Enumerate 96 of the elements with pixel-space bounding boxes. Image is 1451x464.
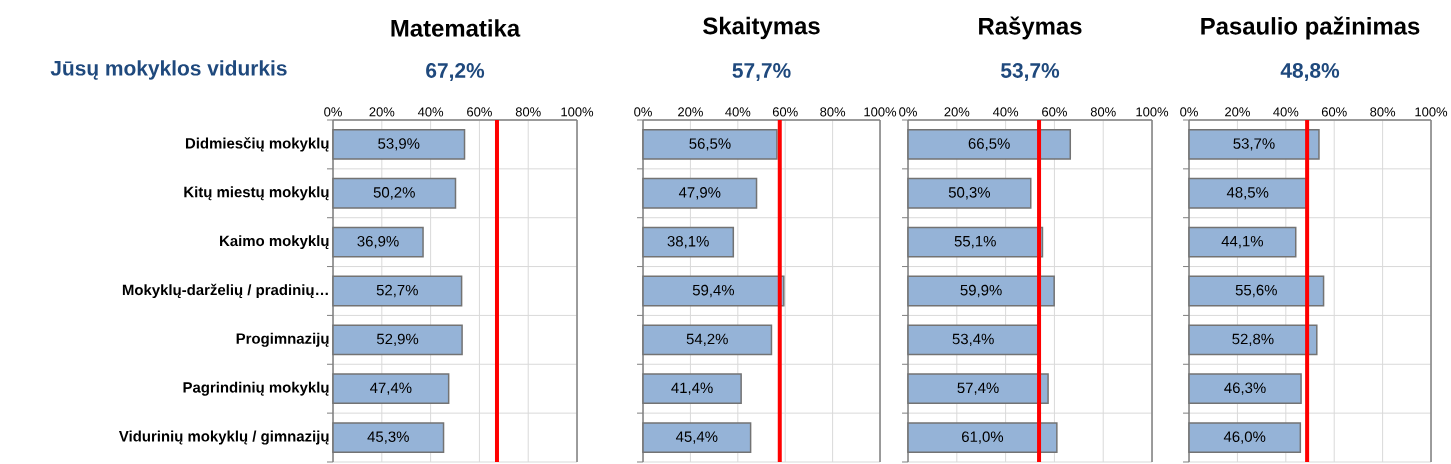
bar	[332, 275, 463, 307]
bar	[907, 422, 1058, 453]
x-tick-label: 100%	[561, 107, 594, 117]
data-label: 53,9%	[378, 138, 420, 151]
chart-title: Skaitymas	[703, 16, 820, 40]
text: Jūsų mokyklos vidurkis	[50, 60, 287, 80]
data-label: 57,4%	[957, 382, 999, 395]
bar	[907, 177, 1032, 209]
chart-title: Rašymas	[979, 16, 1082, 40]
x-tick-label: 80%	[1370, 107, 1396, 117]
bar	[907, 324, 1040, 356]
data-label: 47,4%	[370, 382, 412, 395]
data-label: 36,9%	[357, 235, 399, 249]
data-label: 41,4%	[671, 382, 713, 395]
bar	[642, 129, 778, 160]
bar	[1188, 226, 1297, 258]
x-tick-label: 40%	[417, 107, 444, 117]
x-tick-label: 0%	[899, 107, 917, 117]
x-tick-label: 80%	[820, 107, 846, 117]
bar	[332, 422, 445, 453]
bar	[642, 177, 758, 209]
x-tick-label: 100%	[1415, 107, 1448, 117]
bar	[1188, 275, 1325, 307]
x-tick-label: 20%	[1225, 107, 1250, 117]
x-tick-label: 20%	[678, 107, 703, 117]
x-tick-label: 20%	[369, 107, 395, 117]
data-label: 46,0%	[1223, 431, 1266, 444]
x-tick-label: 60%	[467, 107, 492, 117]
data-label: 59,9%	[960, 284, 1002, 298]
chart-title: Matematika	[391, 19, 521, 37]
data-label: 66,5%	[968, 138, 1010, 151]
x-tick-label: 20%	[944, 107, 970, 117]
bar	[1188, 422, 1302, 453]
data-label: 38,1%	[667, 235, 709, 249]
bar	[907, 129, 1072, 160]
data-label: 44,1%	[1221, 236, 1264, 249]
x-tick-label: 100%	[1136, 107, 1169, 117]
bar	[332, 177, 457, 209]
y-tick-label: Progimnazijų	[236, 332, 329, 347]
x-tick-label: 0%	[634, 107, 652, 117]
data-label: 52,7%	[376, 284, 418, 298]
data-label: 50,3%	[948, 187, 991, 200]
data-label: 46,3%	[1224, 382, 1266, 395]
data-label: 52,9%	[376, 333, 419, 347]
x-tick-label: 100%	[864, 107, 897, 117]
bar	[332, 226, 424, 258]
bar	[642, 324, 773, 356]
y-tick-label: Vidurinių mokyklų / gimnazijų	[118, 430, 329, 445]
ref-line-label: 53,7%	[1001, 63, 1060, 81]
x-tick-label: 0%	[1180, 107, 1198, 117]
data-label: 47,9%	[678, 187, 721, 200]
data-label: 54,2%	[686, 333, 728, 347]
data-label: 50,2%	[373, 187, 415, 200]
x-tick-label: 80%	[515, 107, 541, 117]
bar	[642, 226, 735, 258]
bar	[332, 373, 450, 405]
bar	[907, 373, 1049, 405]
y-tick-label: Kaimo mokyklų	[220, 235, 329, 250]
bar	[1188, 373, 1302, 405]
data-label: 59,4%	[692, 284, 735, 298]
data-label: 53,7%	[1233, 138, 1275, 151]
data-label: 55,6%	[1235, 284, 1277, 298]
y-tick-label: Didmiesčių mokyklų	[185, 137, 329, 152]
bar	[642, 422, 752, 453]
x-tick-label: 60%	[1321, 107, 1347, 117]
data-label: 53,4%	[952, 333, 994, 347]
x-tick-label: 80%	[1090, 107, 1116, 117]
data-label: 56,5%	[689, 138, 731, 151]
y-tick-label: Kitų miestų mokyklų	[184, 186, 329, 201]
data-label: 55,1%	[954, 236, 996, 249]
bar	[1188, 129, 1320, 160]
bar	[1188, 324, 1318, 356]
x-tick-label: 40%	[1273, 107, 1299, 117]
ref-line-label: 57,7%	[732, 63, 791, 81]
data-label: 61,0%	[962, 431, 1004, 444]
bar	[907, 275, 1055, 307]
bar	[332, 129, 466, 160]
x-tick-label: 60%	[1042, 107, 1067, 117]
data-label: 45,4%	[675, 431, 718, 444]
x-tick-label: 40%	[992, 107, 1019, 117]
bar	[907, 226, 1044, 258]
ref-line-label: 67,2%	[426, 63, 485, 81]
y-tick-label: Pagrindinių mokyklų	[183, 381, 329, 396]
bar	[332, 324, 463, 356]
x-tick-label: 40%	[725, 107, 751, 117]
y-tick-label: Mokyklų-darželių / pradinių…	[122, 283, 328, 299]
x-tick-label: 60%	[772, 107, 798, 117]
bar	[1188, 177, 1308, 209]
x-tick-label: 0%	[324, 107, 342, 117]
bar	[642, 373, 742, 405]
chart-title: Pasaulio pažinimas	[1201, 16, 1420, 40]
ref-line-label: 48,8%	[1280, 63, 1340, 81]
data-label: 48,5%	[1226, 187, 1269, 200]
data-label: 52,8%	[1232, 333, 1274, 347]
data-label: 45,3%	[367, 431, 409, 444]
bar	[642, 275, 785, 307]
